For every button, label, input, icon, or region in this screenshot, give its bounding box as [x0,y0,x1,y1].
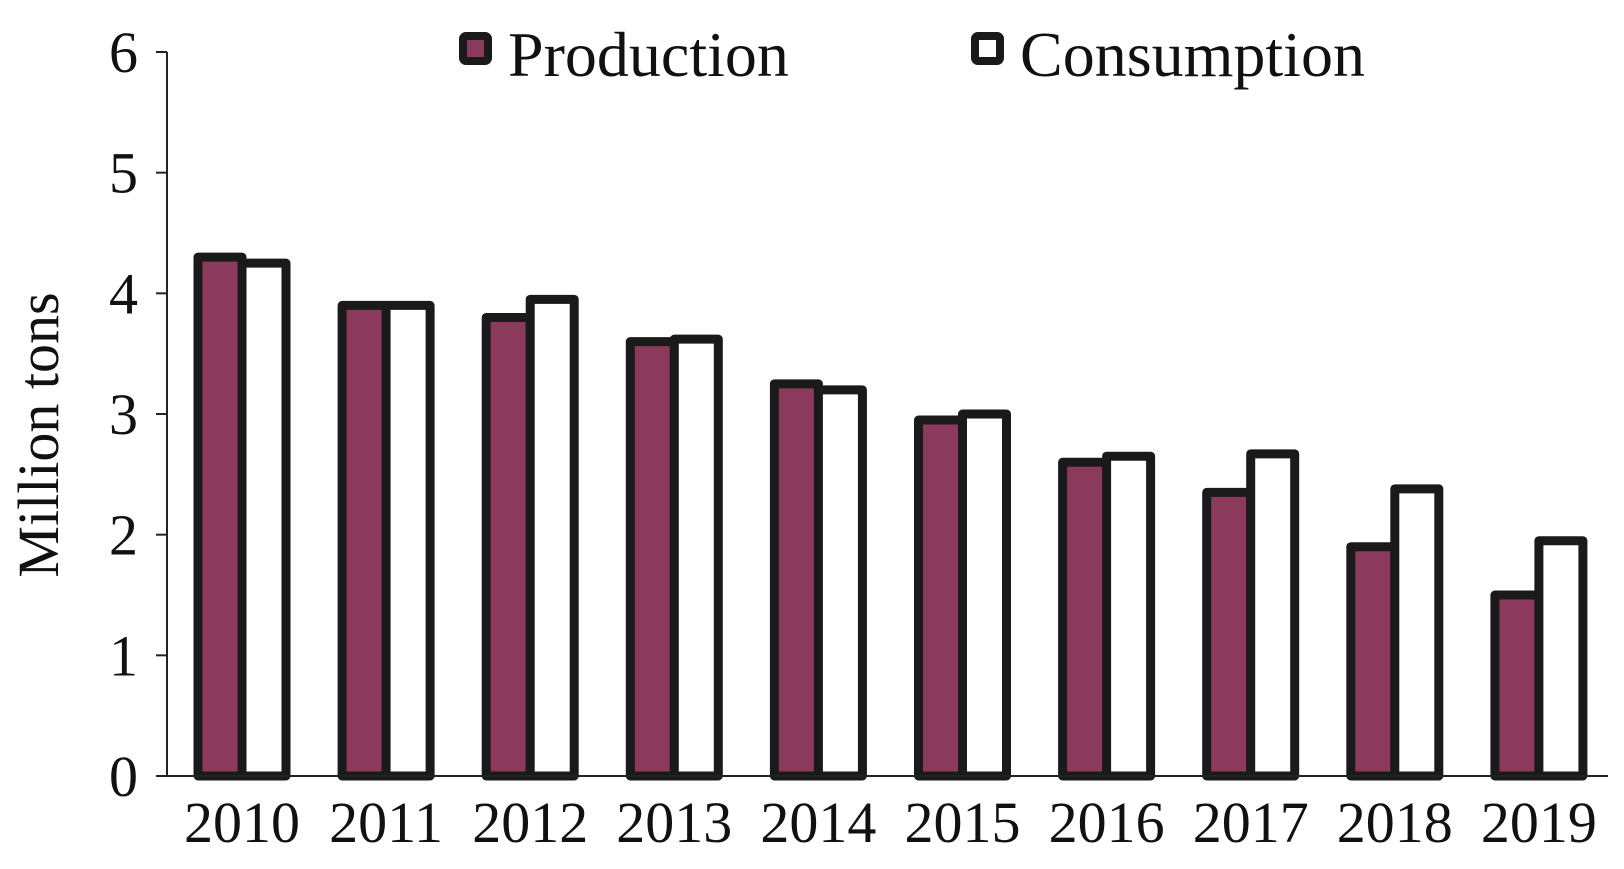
legend-label-consumption: Consumption [1020,19,1365,90]
bar-consumption-2012 [525,294,579,781]
bar-production-2017 [1202,487,1256,781]
y-tick-label-1: 1 [109,623,138,688]
y-tick-label-4: 4 [109,261,138,326]
bar-consumption-2014 [813,385,867,781]
bar-group-2018 [1346,484,1444,781]
bar-consumption-2019 [1534,536,1588,781]
x-ticks-layer: 2010 2011 2012 2013 2014 2015 2016 2017 2018 2019 [184,790,1597,855]
bar-production-2014 [769,379,823,781]
bar-production-2019 [1490,590,1544,781]
bar-consumption-2013 [669,334,723,781]
y-tick-label-6: 6 [109,20,138,85]
bar-group-2014 [769,379,867,781]
x-tick-label-2017: 2017 [1193,790,1309,855]
bar-production-2011 [337,300,391,781]
bar-group-2016 [1058,451,1156,781]
x-tick-label-2016: 2016 [1049,790,1165,855]
bar-production-2016 [1058,457,1112,781]
bar-production-2015 [914,415,967,781]
legend: Production Consumption [459,19,1365,90]
bar-production-2013 [625,337,679,781]
legend-swatch-consumption [971,32,1004,65]
legend-swatch-production [459,32,492,65]
bar-group-2015 [914,409,1011,781]
y-tick-label-2: 2 [109,503,138,568]
y-axis-title: Million tons [6,292,71,577]
bar-consumption-2016 [1102,451,1156,781]
bar-production-2018 [1346,542,1400,781]
bar-consumption-2017 [1246,449,1300,781]
bar-production-2010 [193,252,247,781]
x-tick-label-2019: 2019 [1481,790,1597,855]
y-tick-label-5: 5 [109,141,138,206]
bar-consumption-2015 [958,409,1011,781]
x-tick-label-2018: 2018 [1337,790,1453,855]
bar-group-2013 [625,334,723,781]
bar-consumption-2018 [1390,484,1444,781]
bar-group-2010 [193,252,291,781]
legend-item-production: Production [459,19,789,90]
bar-group-2017 [1202,449,1300,781]
legend-item-consumption: Consumption [971,19,1365,90]
y-tick-label-0: 0 [109,744,138,809]
bar-consumption-2010 [237,258,291,781]
y-ticks-layer: 0 1 2 3 4 5 6 [109,20,167,809]
legend-label-production: Production [508,19,789,90]
bars-layer [193,252,1588,781]
x-tick-label-2013: 2013 [616,790,732,855]
y-tick-label-3: 3 [109,382,138,447]
bar-consumption-2011 [381,300,435,781]
x-tick-label-2010: 2010 [184,790,300,855]
bar-group-2011 [337,300,435,781]
bar-production-2012 [481,312,535,781]
x-tick-label-2011: 2011 [329,790,443,855]
bar-group-2019 [1490,536,1588,781]
x-tick-label-2014: 2014 [760,790,876,855]
x-tick-label-2012: 2012 [472,790,588,855]
x-tick-label-2015: 2015 [905,790,1021,855]
bar-group-2012 [481,294,579,781]
